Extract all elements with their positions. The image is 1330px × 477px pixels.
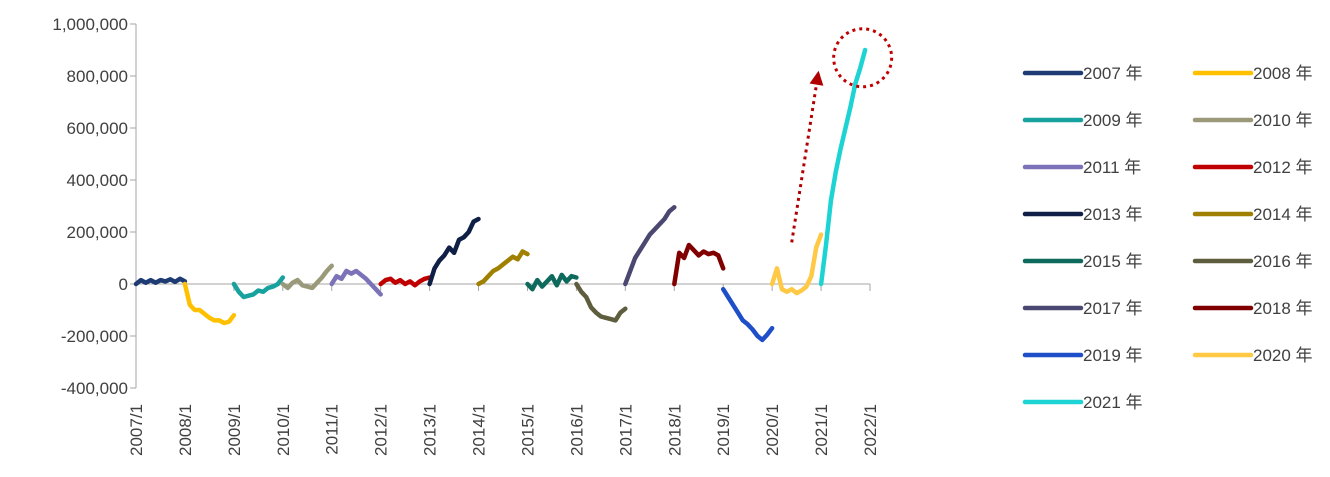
legend-item: 2008 年 <box>1192 64 1313 83</box>
legend-label: 2014 年 <box>1253 205 1313 224</box>
legend-item: 2010 年 <box>1192 111 1313 130</box>
x-tick-label: 2008/1 <box>176 404 195 456</box>
series-line-2012-年 <box>378 275 432 288</box>
legend-item: 2007 年 <box>1022 64 1143 83</box>
series-line-2021-年 <box>818 47 868 287</box>
series-layer <box>133 47 868 343</box>
x-tick-label: 2012/1 <box>372 404 391 456</box>
x-tick-label: 2020/1 <box>763 404 782 456</box>
series-line-2008-年 <box>182 281 237 326</box>
legend-label: 2013 年 <box>1083 205 1143 224</box>
legend-label: 2018 年 <box>1253 299 1313 318</box>
y-tick-label: -200,000 <box>61 327 128 346</box>
x-tick-label: 2018/1 <box>665 404 684 456</box>
series-line-2016-年 <box>574 281 628 323</box>
x-tick-label: 2021/1 <box>812 404 831 456</box>
series-line-2015-年 <box>525 272 579 292</box>
legend-label: 2011 年 <box>1083 158 1141 177</box>
x-tick-label: 2019/1 <box>714 404 733 456</box>
x-tick-label: 2016/1 <box>567 404 586 456</box>
series-line-2013-年 <box>427 216 481 287</box>
x-tick-label: 2022/1 <box>861 404 880 456</box>
legend-label: 2007 年 <box>1083 64 1143 83</box>
x-tick-label: 2009/1 <box>225 404 244 456</box>
series-line-2011-年 <box>329 268 383 297</box>
legend-label: 2008 年 <box>1253 64 1313 83</box>
legend-item: 2011 年 <box>1022 158 1141 177</box>
series-line-2020-年 <box>769 232 824 296</box>
y-tick-label: 200,000 <box>67 223 128 242</box>
legend-label: 2012 年 <box>1253 158 1313 177</box>
legend-label: 2016 年 <box>1253 252 1313 271</box>
series-line-2017-年 <box>623 205 677 287</box>
series-line-2009-年 <box>231 275 286 300</box>
trend-arrow-head <box>809 70 824 86</box>
trend-arrow-line <box>790 70 821 243</box>
series-line-2014-年 <box>476 249 530 287</box>
series-line-2018-年 <box>672 242 726 287</box>
y-tick-label: -400,000 <box>61 379 128 398</box>
y-tick-label: 400,000 <box>67 171 128 190</box>
x-tick-label: 2014/1 <box>470 404 489 456</box>
x-tick-label: 2010/1 <box>274 404 293 456</box>
legend-item: 2019 年 <box>1022 346 1143 365</box>
x-tick-label: 2007/1 <box>127 404 146 456</box>
legend-item: 2020 年 <box>1192 346 1313 365</box>
axes-layer: -400,000 -200,000 0 200,000 400,000 600,000 80… <box>52 15 880 456</box>
x-tick-label: 2011/1 <box>323 404 342 455</box>
series-line-2019-年 <box>720 286 775 343</box>
annotation-layer <box>790 27 894 243</box>
legend-label: 2009 年 <box>1083 111 1143 130</box>
series-line-2010-年 <box>280 263 334 291</box>
y-tick-label: 600,000 <box>67 119 128 138</box>
legend-item: 2017 年 <box>1022 299 1143 318</box>
legend-item: 2009 年 <box>1022 111 1143 130</box>
legend-item: 2012 年 <box>1192 158 1313 177</box>
legend-item: 2018 年 <box>1192 299 1313 318</box>
legend-item: 2016 年 <box>1192 252 1313 271</box>
series-line-2007-年 <box>133 276 188 287</box>
legend-layer: 2007 年 2008 年 2009 年 2010 年 2011 年 2012 年 2013… <box>1022 64 1313 412</box>
x-tick-label: 2013/1 <box>421 404 440 456</box>
legend-item: 2014 年 <box>1192 205 1313 224</box>
legend-label: 2017 年 <box>1083 299 1143 318</box>
legend-label: 2019 年 <box>1083 346 1143 365</box>
x-tick-label: 2015/1 <box>518 404 537 456</box>
y-tick-label: 0 <box>119 275 128 294</box>
y-tick-label: 800,000 <box>67 67 128 86</box>
legend-label: 2015 年 <box>1083 252 1143 271</box>
legend-item: 2013 年 <box>1022 205 1143 224</box>
legend-item: 2021 年 <box>1022 393 1143 412</box>
legend-label: 2010 年 <box>1253 111 1313 130</box>
legend-item: 2015 年 <box>1022 252 1143 271</box>
y-tick-label: 1,000,000 <box>52 15 128 34</box>
legend-label: 2021 年 <box>1083 393 1143 412</box>
x-tick-label: 2017/1 <box>616 404 635 456</box>
legend-label: 2020 年 <box>1253 346 1313 365</box>
